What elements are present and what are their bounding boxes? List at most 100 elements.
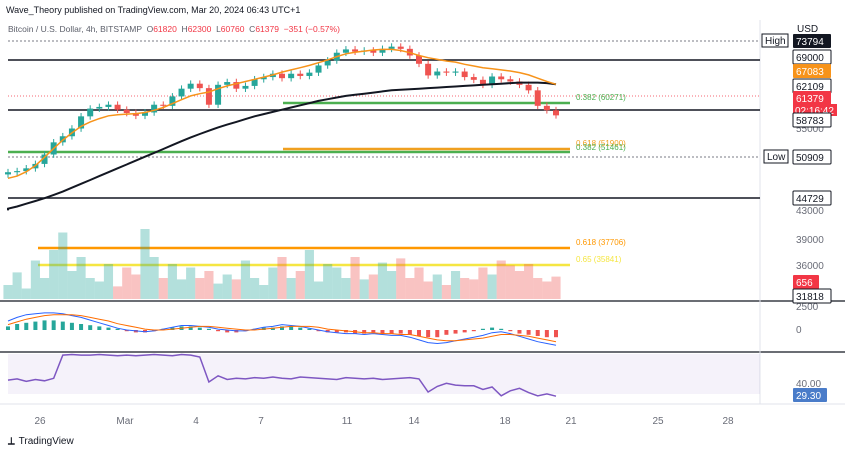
candle — [315, 65, 322, 73]
volume-bar — [12, 272, 22, 299]
level-tag-high-bg — [793, 34, 831, 48]
time-axis-tick: 28 — [722, 416, 734, 427]
volume-bar — [94, 281, 104, 299]
footer-logo-text: TradingView — [18, 436, 74, 447]
candle — [507, 79, 514, 82]
macd-histogram-bar — [471, 330, 476, 332]
low-tag-label: Low — [767, 152, 786, 163]
time-axis-tick: 4 — [193, 416, 199, 427]
macd-histogram-bar — [197, 327, 202, 330]
volume-bar — [524, 264, 534, 299]
level-tag-high: 73794 — [796, 37, 824, 48]
volume-bar — [3, 285, 13, 299]
ohlc-close: 61379 — [255, 24, 279, 34]
volume-bar — [176, 279, 187, 299]
macd-histogram-bar — [426, 330, 431, 338]
candle — [169, 96, 176, 106]
level-tag-low-bg — [792, 149, 832, 165]
candle — [78, 116, 85, 129]
macd-histogram-bar — [398, 330, 403, 334]
volume-bar — [450, 271, 461, 299]
volume-bar — [149, 257, 159, 299]
symbol-ohlc-line: Bitcoin / U.S. Dollar, 4h, BITSTAMP O618… — [8, 24, 340, 34]
volume-bar — [505, 265, 515, 299]
time-axis-tick: 25 — [652, 416, 664, 427]
macd-histogram-bar — [33, 321, 38, 330]
macd-histogram-bar — [462, 330, 467, 333]
macd-histogram-bar — [380, 330, 385, 334]
macd-histogram-bar — [453, 330, 458, 334]
macd-histogram-bar — [6, 326, 10, 330]
low-tag-bg — [763, 149, 789, 164]
level-tag-low: 50909 — [796, 153, 824, 164]
candle — [324, 60, 331, 66]
level-tag-44729: 44729 — [796, 194, 824, 205]
level-tag-44729-bg — [792, 190, 832, 206]
high-tag-bg — [761, 33, 789, 48]
volume-bar — [122, 267, 132, 299]
level-tag-ema: 67083 — [796, 67, 824, 78]
volume-bar — [204, 271, 214, 299]
volume-bar — [405, 278, 415, 299]
volume-bar — [460, 278, 470, 299]
macd-histogram-bar — [280, 326, 284, 330]
candle — [352, 49, 359, 52]
candle — [242, 85, 249, 89]
volume-bar — [514, 271, 525, 299]
macd-histogram-bar — [508, 330, 513, 332]
level-tag-31818-bg — [792, 288, 832, 304]
candle — [543, 105, 550, 111]
rsi-band — [8, 354, 760, 394]
macd-histogram-bar — [60, 321, 65, 330]
rsi-axis-tick: 40.00 — [796, 379, 821, 390]
level-tag-69000: 69000 — [796, 53, 824, 64]
volume-bar — [487, 274, 497, 299]
candle — [160, 104, 167, 106]
candle — [178, 88, 185, 97]
candle — [233, 82, 240, 89]
macd-histogram-bar — [526, 330, 531, 335]
volume-bar — [341, 278, 351, 299]
candle — [397, 46, 404, 49]
currency-label[interactable]: USD — [797, 24, 819, 35]
rsi-current-tag-bg — [793, 388, 827, 402]
volume-bar — [313, 281, 324, 299]
macd-histogram-bar — [79, 324, 84, 330]
volume-bar — [21, 288, 31, 299]
candle — [87, 108, 94, 117]
level-tag-current-bg — [793, 91, 831, 105]
macd-histogram-bar — [206, 328, 211, 330]
volume-bar — [231, 279, 241, 299]
macd-histogram-bar — [115, 328, 120, 330]
candle — [443, 71, 450, 73]
volume-bar — [377, 262, 388, 299]
volume-bar — [350, 257, 360, 299]
volume-bar — [387, 271, 397, 299]
time-axis-tick: 26 — [34, 416, 46, 427]
candle — [224, 82, 231, 85]
macd-histogram-bar — [15, 324, 20, 330]
fib-label-1: 0.618 (51900) — [576, 139, 626, 148]
volume-bar — [359, 279, 369, 299]
candle — [196, 83, 203, 89]
candle — [498, 76, 505, 80]
candle — [452, 71, 459, 73]
macd-histogram-bar — [106, 327, 111, 330]
macd-histogram-bar — [69, 322, 74, 330]
candle — [534, 90, 541, 106]
price-axis-tick: 55000 — [796, 124, 824, 135]
symbol-label: Bitcoin / U.S. Dollar, 4h, BITSTAMP — [8, 24, 142, 34]
volume-bar — [396, 258, 406, 299]
candle — [370, 50, 377, 53]
volume-bar — [222, 274, 232, 299]
candle — [215, 84, 222, 105]
macd-histogram-bar — [517, 330, 522, 334]
volume-bar — [286, 278, 296, 299]
volume-bar — [195, 278, 205, 299]
macd-histogram-bar — [444, 330, 449, 335]
volume-bar — [49, 250, 59, 299]
rsi-line — [7, 353, 557, 397]
candle — [251, 79, 258, 86]
volume-bar — [158, 278, 168, 299]
